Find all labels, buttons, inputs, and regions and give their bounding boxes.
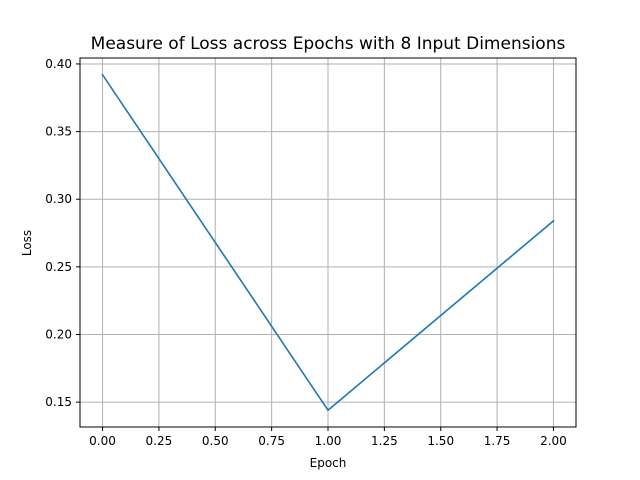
x-tick-label: 0.25 [146, 434, 173, 448]
y-axis-ticks: 0.15 0.20 0.25 0.30 0.35 0.40 [45, 57, 80, 409]
y-tick-label: 0.20 [45, 327, 72, 341]
x-tick-label: 2.00 [540, 434, 567, 448]
loss-data-point [327, 409, 329, 412]
loss-data-point [552, 220, 555, 222]
x-tick-label: 0.75 [258, 434, 285, 448]
loss-data-point [101, 73, 104, 76]
series-layer [101, 73, 555, 412]
x-axis-label: Epoch [310, 456, 347, 470]
y-tick-label: 0.35 [45, 125, 72, 139]
x-axis-ticks: 0.00 0.25 0.50 0.75 1.00 1.25 1.50 1.75 2.00 [89, 427, 567, 448]
y-tick-label: 0.30 [45, 192, 72, 206]
x-tick-label: 1.00 [315, 434, 342, 448]
y-tick-label: 0.25 [45, 260, 72, 274]
x-tick-label: 1.25 [371, 434, 398, 448]
y-axis-label: Loss [20, 230, 34, 256]
x-tick-label: 1.75 [484, 434, 511, 448]
x-tick-label: 0.50 [202, 434, 229, 448]
chart-title: Measure of Loss across Epochs with 8 Inp… [91, 34, 566, 54]
y-tick-label: 0.40 [45, 57, 72, 71]
y-tick-label: 0.15 [45, 395, 72, 409]
grid-layer [80, 58, 576, 427]
x-tick-label: 0.00 [89, 434, 116, 448]
x-tick-label: 1.50 [427, 434, 454, 448]
